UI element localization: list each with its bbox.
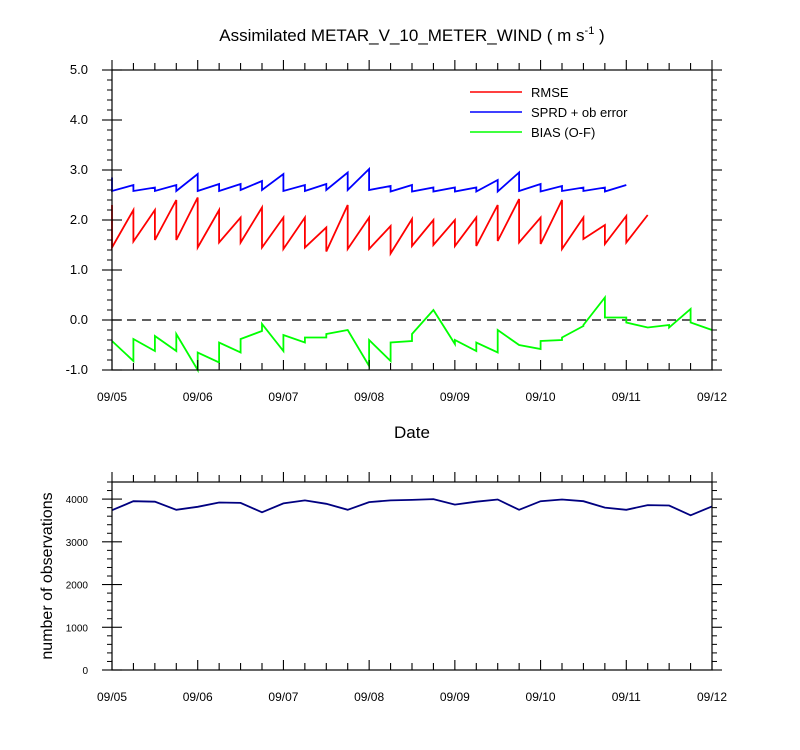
x-tick-label: 09/09 [440, 390, 470, 404]
x-tick-label: 09/05 [97, 390, 127, 404]
x-tick-label: 09/07 [268, 390, 298, 404]
y-tick-label: 1000 [66, 623, 89, 634]
x-tick-label: 09/07 [268, 690, 298, 704]
bottom-axis-ticks: 09/05 09/06 09/07 09/08 09/09 09/10 09/11 09/12… [66, 472, 727, 704]
bottom-series-group [111, 498, 713, 517]
y-tick-label: 3.0 [70, 162, 88, 177]
x-tick-label: 09/08 [354, 390, 384, 404]
y-tick-label: 0.0 [70, 312, 88, 327]
top-series-group [111, 166, 713, 374]
legend-label-sprd: SPRD + ob error [531, 105, 628, 120]
legend: RMSE SPRD + ob error BIAS (O-F) [470, 85, 628, 140]
legend-label-bias: BIAS (O-F) [531, 125, 595, 140]
x-axis-label: Date [394, 423, 430, 442]
series-line-rmse [111, 197, 649, 257]
bottom-plot-frame [111, 481, 713, 671]
y-tick-label: 2.0 [70, 212, 88, 227]
x-tick-label: 09/06 [183, 690, 213, 704]
y-axis-label-observations: number of observations [39, 492, 56, 659]
series-line-bias-o-f [111, 294, 713, 374]
y-tick-label: 1.0 [70, 262, 88, 277]
x-tick-label: 09/12 [697, 390, 727, 404]
y-tick-label: 0 [82, 666, 88, 677]
x-tick-label: 09/11 [612, 390, 641, 404]
x-tick-label: 09/06 [183, 390, 213, 404]
y-tick-label: -1.0 [66, 362, 88, 377]
y-tick-label: 4.0 [70, 112, 88, 127]
y-tick-label: 3000 [66, 538, 89, 549]
chart-title: Assimilated METAR_V_10_METER_WIND ( m s-… [219, 25, 604, 45]
x-tick-label: 09/12 [697, 690, 727, 704]
legend-label-rmse: RMSE [531, 85, 569, 100]
x-tick-label: 09/05 [97, 690, 127, 704]
y-tick-label: 5.0 [70, 62, 88, 77]
y-tick-label: 2000 [66, 581, 89, 592]
x-tick-label: 09/09 [440, 690, 470, 704]
series-line-number-of-observations [111, 498, 713, 517]
x-tick-label: 09/11 [612, 690, 641, 704]
series-line-sprd-ob-error [111, 166, 627, 194]
y-tick-label: 4000 [66, 495, 89, 506]
x-tick-label: 09/10 [526, 390, 556, 404]
top-axis-ticks: 09/05 09/06 09/07 09/08 09/09 09/10 09/11 09/12… [66, 60, 727, 404]
x-tick-label: 09/08 [354, 690, 384, 704]
top-plot-frame [111, 69, 713, 371]
x-tick-label: 09/10 [526, 690, 556, 704]
